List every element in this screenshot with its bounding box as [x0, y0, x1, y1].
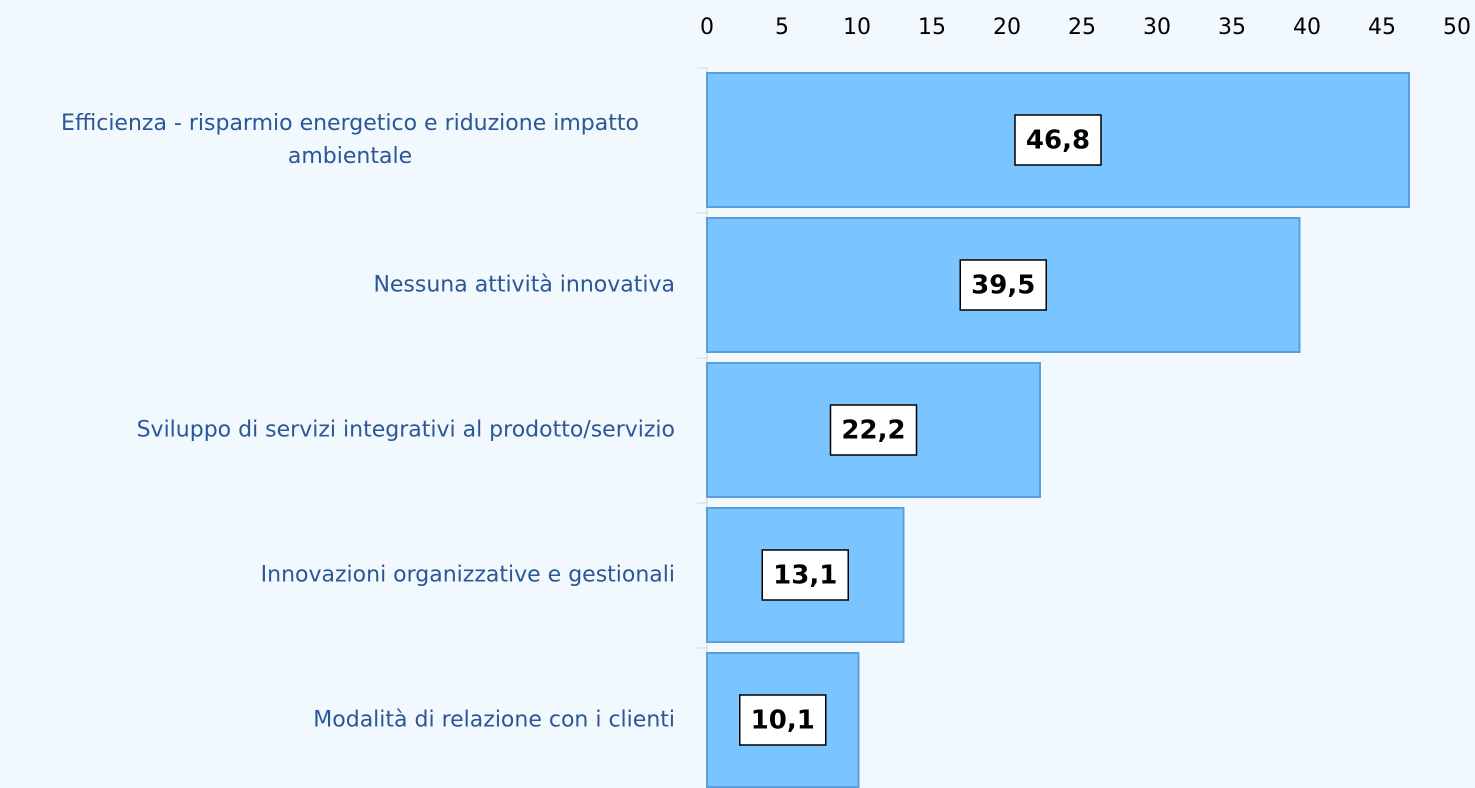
value-label-box: [829, 404, 918, 456]
x-tick-label: 45: [1368, 15, 1396, 40]
x-tick-label: 5: [775, 15, 789, 40]
x-tick-label: 25: [1068, 15, 1096, 40]
value-label-box: [761, 549, 849, 601]
category-label: Efficienza - risparmio energetico e ridu…: [61, 111, 639, 169]
value-label: 46,8: [1026, 126, 1090, 156]
category-label: Nessuna attività innovativa: [373, 272, 675, 298]
value-label-box: [959, 259, 1047, 311]
value-label: 13,1: [773, 561, 837, 591]
x-tick-label: 40: [1293, 15, 1321, 40]
value-label-box: [739, 694, 827, 746]
x-tick-label: 15: [918, 15, 946, 40]
x-tick-label: 35: [1218, 15, 1246, 40]
x-tick-label: 30: [1143, 15, 1171, 40]
x-tick-label: 20: [993, 15, 1021, 40]
x-tick-label: 0: [700, 15, 714, 40]
category-label: Sviluppo di servizi integrativi al prodo…: [136, 417, 675, 443]
value-label: 10,1: [751, 706, 815, 736]
value-label: 22,2: [841, 416, 905, 446]
category-label: Modalità di relazione con i clienti: [313, 707, 675, 733]
category-label: Innovazioni organizzative e gestionali: [260, 562, 675, 588]
value-label-box: [1014, 114, 1102, 166]
x-tick-label: 10: [843, 15, 871, 40]
value-label: 39,5: [971, 271, 1035, 301]
x-tick-label: 50: [1443, 15, 1471, 40]
